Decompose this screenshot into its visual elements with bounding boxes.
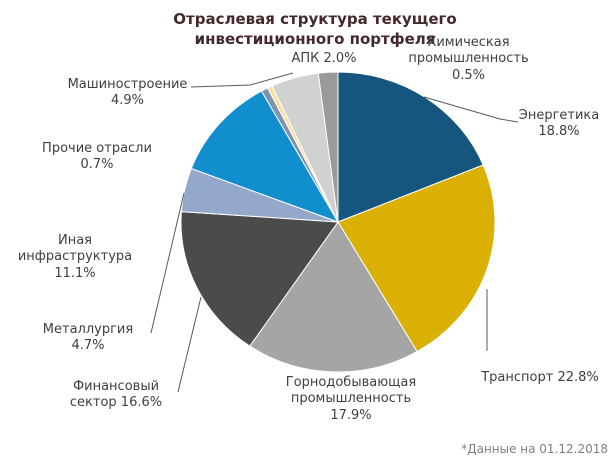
- pie-slice-apk: АПК 2%: [317, 71, 339, 223]
- leader-lines: [150, 72, 519, 393]
- pie-slice-mining: Горнодобывающая промышленность 17.9%: [249, 221, 418, 373]
- label-metallurgy: Металлургия 4.7%: [42, 322, 134, 354]
- label-mining-industry: Горнодобывающая промышленность 17.9%: [285, 375, 417, 423]
- label-apk: АПК 2.0%: [291, 51, 357, 66]
- label-chemical-industry: Химическая промышленность 0.5%: [408, 35, 529, 83]
- footnote-date: *Данные на 01.12.2018: [461, 442, 608, 456]
- leader-line-finance: [177, 296, 202, 393]
- chart-title: Отраслевая структура текущего инвестицио…: [173, 10, 457, 49]
- pie-slices-group: Энергетика 18.8%Транспорт 22.8%Горнодобы…: [180, 71, 496, 373]
- label-other-infrastructure: Иная инфраструктура 11.1%: [17, 233, 133, 281]
- pie-slice-other-infra: Иная инфраструктура 11.1%: [190, 90, 340, 223]
- pie-slice-transport: Транспорт 22.8%: [337, 164, 496, 353]
- label-financial-sector: Финансовый сектор 16.6%: [69, 379, 163, 411]
- label-transport: Транспорт 22.8%: [481, 370, 599, 385]
- pie-slice-finance: Финансовый сектор 16.6%: [180, 211, 339, 347]
- leader-line-energy: [423, 96, 519, 123]
- leader-line-metallurgy: [150, 192, 185, 334]
- label-other-industries: Прочие отрасли 0.7%: [42, 141, 152, 173]
- leader-line-machinery: [190, 72, 294, 88]
- label-machinery: Машиностроение 4.9%: [67, 77, 188, 109]
- label-energy: Энергетика 18.8%: [518, 108, 600, 140]
